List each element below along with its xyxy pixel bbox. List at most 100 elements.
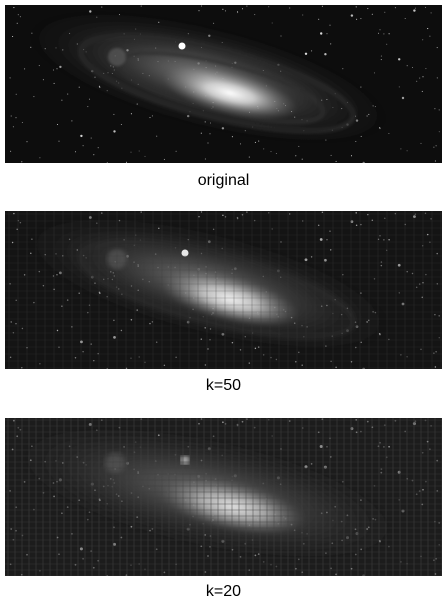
star <box>438 131 440 133</box>
star <box>388 132 390 135</box>
star <box>42 79 44 81</box>
star <box>248 156 250 158</box>
star <box>254 141 256 143</box>
star <box>384 11 386 13</box>
star <box>15 93 17 95</box>
star <box>21 121 23 124</box>
star <box>9 77 11 79</box>
star <box>15 117 17 119</box>
star <box>419 77 421 79</box>
star <box>422 76 424 78</box>
star <box>12 35 14 38</box>
star <box>326 33 328 35</box>
galaxy-photo <box>5 418 442 576</box>
star <box>386 43 388 45</box>
star <box>371 13 373 15</box>
star <box>258 140 260 142</box>
galaxy-photo <box>5 211 442 369</box>
star <box>295 155 297 157</box>
star <box>414 7 416 9</box>
star <box>342 68 344 70</box>
star <box>19 16 21 18</box>
star <box>367 8 369 10</box>
star <box>78 86 80 88</box>
star <box>33 96 35 98</box>
star <box>149 117 151 119</box>
star <box>388 33 390 35</box>
star <box>401 96 405 100</box>
star <box>404 17 406 20</box>
star <box>416 80 418 82</box>
caption-k20: k=20 <box>205 583 242 600</box>
star <box>53 82 55 84</box>
star <box>97 147 99 149</box>
star <box>301 158 303 160</box>
star <box>209 133 211 135</box>
star <box>207 142 209 144</box>
star <box>24 68 26 70</box>
star <box>16 22 18 24</box>
star <box>289 7 291 9</box>
star <box>71 120 73 122</box>
star <box>434 108 436 110</box>
star <box>106 162 108 163</box>
star <box>246 5 248 7</box>
caption-original: original <box>197 172 250 189</box>
star <box>200 132 202 134</box>
star <box>237 12 239 14</box>
star <box>398 86 400 88</box>
star <box>270 151 272 153</box>
star <box>130 151 132 153</box>
star <box>425 68 427 70</box>
star <box>125 161 128 163</box>
star <box>298 145 300 147</box>
star <box>74 151 77 153</box>
star <box>231 136 233 138</box>
star <box>263 148 265 150</box>
galaxy-photo <box>5 5 442 163</box>
star <box>398 58 401 61</box>
star <box>436 47 438 49</box>
star <box>13 7 15 9</box>
star <box>113 130 116 133</box>
star <box>435 145 437 147</box>
star <box>254 14 256 16</box>
star <box>82 145 84 147</box>
star <box>198 10 200 12</box>
star <box>268 6 270 8</box>
star <box>406 65 408 67</box>
star <box>330 154 332 156</box>
star <box>383 33 385 35</box>
star <box>239 143 242 145</box>
star <box>373 72 376 74</box>
star <box>88 98 91 100</box>
star <box>93 154 95 156</box>
star <box>379 29 381 31</box>
star <box>434 160 436 162</box>
star <box>429 35 431 37</box>
star <box>200 5 203 7</box>
star <box>321 5 323 7</box>
star <box>10 150 12 152</box>
star <box>17 14 19 16</box>
star <box>350 155 353 157</box>
star <box>241 8 244 10</box>
star <box>424 6 427 8</box>
star <box>280 35 282 37</box>
star <box>318 18 320 20</box>
star <box>144 155 146 157</box>
star <box>113 113 115 115</box>
caption-k50: k=50 <box>205 377 242 394</box>
compression-artifacts <box>5 418 442 576</box>
star <box>394 7 396 9</box>
star <box>436 77 438 79</box>
star <box>213 22 215 24</box>
star <box>406 150 408 152</box>
star <box>61 99 63 101</box>
star <box>12 126 14 128</box>
star <box>58 140 60 142</box>
star <box>163 158 165 160</box>
star <box>138 150 140 152</box>
star <box>335 160 337 162</box>
star <box>356 18 358 20</box>
